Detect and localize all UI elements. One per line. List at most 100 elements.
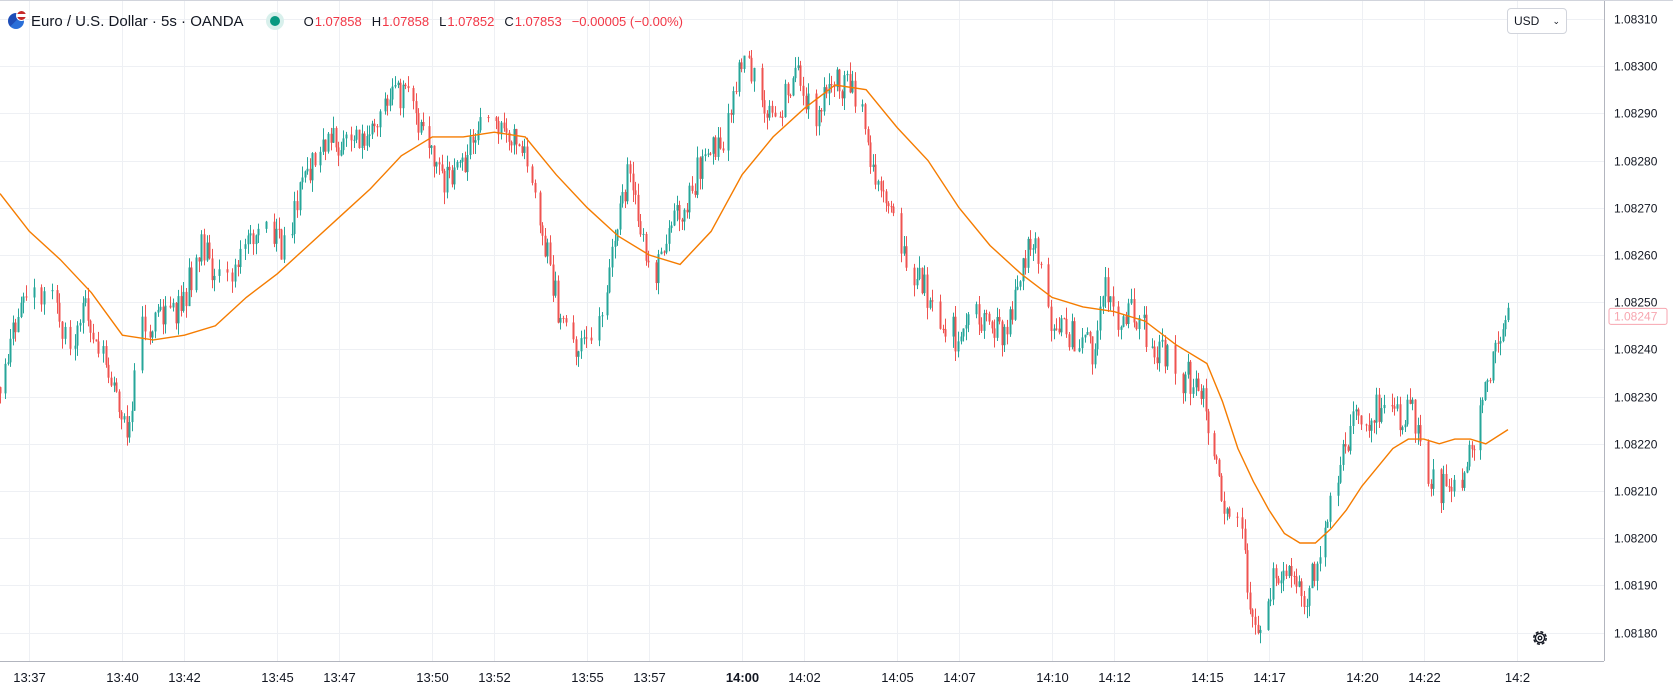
candle-body bbox=[128, 422, 131, 438]
candle-body bbox=[975, 304, 978, 315]
candle-body bbox=[867, 129, 870, 143]
candle-body bbox=[118, 391, 121, 413]
candle-body bbox=[1466, 466, 1469, 473]
candle-body bbox=[149, 331, 152, 338]
candle-body bbox=[1200, 390, 1203, 399]
candle-body bbox=[510, 141, 513, 146]
candle-body bbox=[1197, 378, 1200, 391]
candle-body bbox=[926, 274, 929, 308]
candle-body bbox=[877, 181, 880, 185]
price-tick-label: 1.08180 bbox=[1614, 627, 1658, 641]
candle-body bbox=[799, 65, 802, 86]
symbol-title[interactable]: Euro / U.S. Dollar · 5s · OANDA bbox=[31, 12, 244, 30]
candle-body bbox=[466, 155, 469, 173]
gear-icon[interactable] bbox=[1530, 628, 1550, 648]
time-tick-label: 14:05 bbox=[881, 670, 914, 685]
candle-body bbox=[1078, 348, 1081, 352]
candle-body bbox=[1288, 565, 1291, 577]
candle-body bbox=[345, 134, 348, 139]
candle-body bbox=[1027, 238, 1030, 268]
time-axis[interactable]: 13:37 13:40 13:42 13:45 13:47 13:50 13:52 13:55… bbox=[13, 670, 1530, 685]
candle-body bbox=[95, 339, 98, 342]
candle-body bbox=[1053, 328, 1056, 331]
candle-body bbox=[1481, 399, 1484, 406]
candle-body bbox=[825, 87, 828, 94]
candle-body bbox=[324, 139, 327, 152]
candle-body bbox=[526, 146, 529, 167]
candle-body bbox=[991, 321, 994, 329]
candle-body bbox=[1401, 427, 1404, 431]
candle-body bbox=[479, 117, 482, 131]
candle-body bbox=[407, 86, 410, 89]
candle-body bbox=[1417, 425, 1420, 434]
price-tick-label: 1.08310 bbox=[1614, 13, 1658, 27]
candle-body bbox=[1094, 349, 1097, 365]
candle-body bbox=[1344, 444, 1347, 447]
candle-body bbox=[634, 190, 637, 195]
candle-body bbox=[1220, 475, 1223, 501]
candle-body bbox=[154, 312, 157, 332]
candle-body bbox=[887, 203, 890, 207]
candle-body bbox=[531, 166, 534, 183]
candle-body bbox=[965, 324, 968, 329]
candle-body bbox=[1393, 406, 1396, 409]
candle-body bbox=[1071, 321, 1074, 348]
candle-body bbox=[1073, 321, 1076, 352]
candle-body bbox=[996, 316, 999, 338]
candle-body bbox=[1259, 629, 1262, 633]
candle-body bbox=[110, 377, 113, 386]
candle-body bbox=[580, 338, 583, 352]
candle-body bbox=[1352, 411, 1355, 426]
candle-body bbox=[557, 280, 560, 323]
candle-body bbox=[1047, 264, 1050, 307]
market-status-dot-icon[interactable] bbox=[269, 16, 280, 26]
candle-body bbox=[82, 302, 85, 323]
candle-body bbox=[1326, 521, 1329, 528]
price-tick-label: 1.08210 bbox=[1614, 485, 1658, 499]
candles-layer bbox=[0, 50, 1510, 644]
time-tick-label: 14:22 bbox=[1408, 670, 1441, 685]
price-tick-label: 1.08290 bbox=[1614, 107, 1658, 121]
time-tick-label: 14:07 bbox=[943, 670, 976, 685]
candle-body bbox=[265, 221, 268, 229]
price-tick-label: 1.08220 bbox=[1614, 438, 1658, 452]
candle-body bbox=[905, 246, 908, 268]
time-tick-label: 14:10 bbox=[1036, 670, 1069, 685]
candle-body bbox=[291, 233, 294, 236]
candle-body bbox=[730, 112, 733, 115]
candle-body bbox=[386, 98, 389, 106]
candle-body bbox=[872, 164, 875, 167]
candle-body bbox=[453, 167, 456, 185]
candle-body bbox=[1404, 424, 1407, 428]
candle-body bbox=[311, 153, 314, 181]
candle-body bbox=[12, 322, 15, 339]
candle-body bbox=[709, 153, 712, 155]
candle-body bbox=[350, 134, 353, 141]
candle-body bbox=[792, 78, 795, 96]
candle-body bbox=[1135, 322, 1138, 330]
candle-body bbox=[296, 201, 299, 211]
candle-body bbox=[849, 74, 852, 93]
candle-body bbox=[1414, 399, 1417, 434]
currency-selector[interactable]: USD ⌄ bbox=[1507, 8, 1567, 34]
candle-body bbox=[332, 127, 335, 143]
candle-body bbox=[577, 351, 580, 357]
price-axis[interactable]: 1.08310 1.08300 1.08290 1.08280 1.08270 1.082… bbox=[1614, 13, 1658, 641]
candle-body bbox=[1055, 328, 1058, 330]
candle-body bbox=[554, 280, 557, 296]
candle-body bbox=[203, 234, 206, 261]
candle-body bbox=[546, 242, 549, 257]
candle-body bbox=[505, 128, 508, 133]
candle-body bbox=[869, 142, 872, 167]
candle-body bbox=[1298, 581, 1301, 587]
candle-body bbox=[1127, 303, 1130, 324]
candle-body bbox=[714, 137, 717, 157]
candle-body bbox=[779, 116, 782, 118]
candle-body bbox=[735, 91, 738, 93]
candle-body bbox=[892, 206, 895, 214]
candle-body bbox=[1107, 277, 1110, 303]
open-value: 1.07858 bbox=[314, 13, 362, 29]
candle-body bbox=[626, 164, 629, 202]
